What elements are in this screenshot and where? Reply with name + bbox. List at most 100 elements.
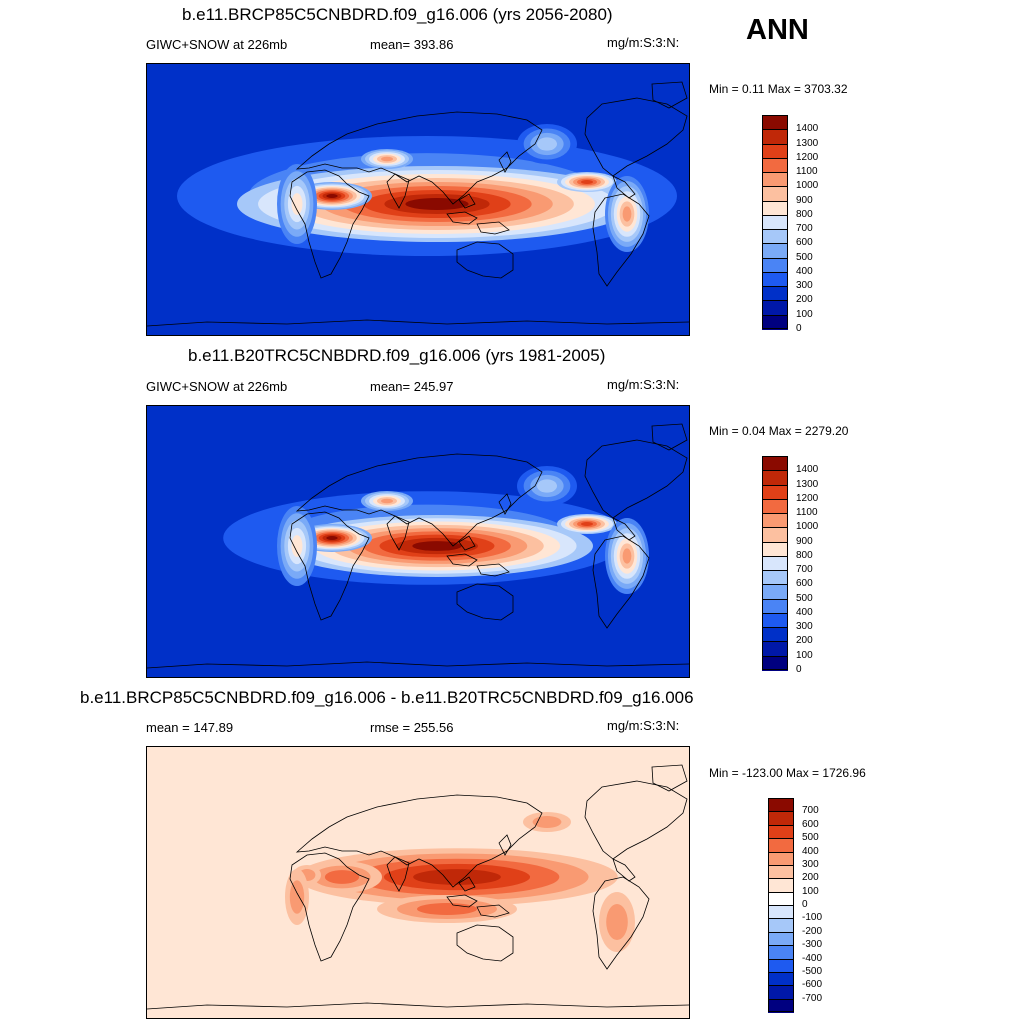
- colorbar-swatch: [762, 271, 788, 288]
- colorbar-level-label: 200: [796, 294, 813, 306]
- panel2-mean-label: mean= 245.97: [370, 379, 454, 394]
- colorbar-level-label: 600: [796, 237, 813, 249]
- colorbar-level-label: 200: [802, 872, 819, 884]
- colorbar-level-label: 1400: [796, 123, 819, 135]
- colorbar-swatch: [762, 513, 788, 529]
- panel1-variable-label: GIWC+SNOW at 226mb: [146, 37, 288, 52]
- colorbar-level-label: 1000: [796, 180, 819, 192]
- panel1-minmax-label: Min = 0.11 Max = 3703.32: [709, 82, 848, 96]
- panel3-map: [146, 746, 690, 1019]
- colorbar-swatch: [768, 918, 794, 933]
- panel2-minmax-label: Min = 0.04 Max = 2279.20: [709, 424, 849, 438]
- colorbar-level-label: 400: [802, 845, 819, 857]
- colorbar-swatch: [768, 891, 794, 906]
- colorbar-swatch: [762, 115, 788, 131]
- colorbar-swatch: [762, 527, 788, 543]
- colorbar-level-label: 300: [796, 621, 813, 633]
- colorbar-swatch: [762, 172, 788, 188]
- colorbar-swatch: [768, 931, 794, 947]
- colorbar-level-label: 800: [796, 549, 813, 561]
- colorbar-swatch: [762, 456, 788, 472]
- panel1-colorbar: [762, 115, 788, 330]
- colorbar-level-label: 500: [796, 592, 813, 604]
- colorbar-level-label: 1200: [796, 492, 819, 504]
- colorbar-swatch: [768, 905, 794, 920]
- colorbar-swatch: [762, 655, 788, 671]
- colorbar-level-label: -100: [802, 912, 823, 924]
- colorbar-level-label: -300: [802, 939, 823, 951]
- colorbar-level-label: 200: [796, 635, 813, 647]
- colorbar-level-label: 700: [802, 805, 819, 817]
- panel3-mean-label: mean = 147.89: [146, 720, 234, 735]
- colorbar-level-label: 500: [802, 832, 819, 844]
- colorbar-swatch: [762, 286, 788, 302]
- colorbar-swatch: [762, 598, 788, 614]
- colorbar-level-label: 1100: [796, 166, 818, 178]
- panel1-map: [146, 63, 690, 336]
- colorbar-swatch: [768, 838, 794, 853]
- colorbar-level-label: 600: [796, 578, 813, 590]
- panel1-title: b.e11.BRCP85C5CNBDRD.f09_g16.006 (yrs 20…: [182, 5, 613, 24]
- colorbar-level-label: -400: [802, 952, 823, 964]
- colorbar-level-label: 1300: [796, 137, 819, 149]
- colorbar-swatch: [762, 627, 788, 643]
- colorbar-swatch: [762, 257, 788, 273]
- colorbar-swatch: [768, 851, 794, 866]
- colorbar-level-label: 700: [796, 564, 813, 576]
- colorbar-level-label: 100: [802, 885, 819, 897]
- colorbar-level-label: 800: [796, 208, 813, 220]
- colorbar-level-label: 1300: [796, 478, 819, 490]
- colorbar-swatch: [762, 470, 788, 486]
- colorbar-swatch: [762, 484, 788, 500]
- colorbar-swatch: [762, 641, 788, 657]
- colorbar-swatch: [768, 998, 794, 1013]
- panel3-title: b.e11.BRCP85C5CNBDRD.f09_g16.006 - b.e11…: [80, 688, 694, 707]
- colorbar-level-label: 1000: [796, 521, 819, 533]
- panel3-colorbar: [768, 798, 794, 1013]
- panel3-minmax-label: Min = -123.00 Max = 1726.96: [709, 766, 866, 780]
- colorbar-swatch: [762, 584, 788, 600]
- colorbar-swatch: [762, 300, 788, 316]
- colorbar-swatch: [762, 555, 788, 572]
- colorbar-swatch: [768, 958, 794, 973]
- colorbar-swatch: [762, 186, 788, 202]
- panel2-variable-label: GIWC+SNOW at 226mb: [146, 379, 288, 394]
- panel3-rmse-label: rmse = 255.56: [370, 720, 454, 735]
- colorbar-level-label: 0: [802, 899, 808, 910]
- colorbar-swatch: [762, 129, 788, 145]
- colorbar-swatch: [762, 541, 788, 557]
- colorbar-swatch: [768, 971, 794, 987]
- panel2-title: b.e11.B20TRC5CNBDRD.f09_g16.006 (yrs 198…: [188, 346, 606, 365]
- colorbar-swatch: [762, 200, 788, 216]
- colorbar-level-label: -600: [802, 979, 823, 991]
- colorbar-swatch: [768, 864, 794, 880]
- colorbar-level-label: 1200: [796, 151, 819, 163]
- panel2-colorbar: [762, 456, 788, 671]
- colorbar-swatch: [762, 157, 788, 174]
- colorbar-level-label: 1400: [796, 464, 819, 476]
- panel1-units-label: mg/m:S:3:N:: [607, 35, 680, 50]
- colorbar-level-label: 0: [796, 664, 802, 675]
- colorbar-swatch: [768, 945, 794, 960]
- colorbar-level-label: 600: [802, 818, 819, 830]
- panel1-mean-label: mean= 393.86: [370, 37, 454, 52]
- colorbar-level-label: 100: [796, 308, 813, 320]
- panel3-units-label: mg/m:S:3:N:: [607, 718, 680, 733]
- colorbar-level-label: 500: [796, 251, 813, 263]
- colorbar-swatch: [762, 214, 788, 231]
- colorbar-swatch: [762, 612, 788, 629]
- colorbar-level-label: 100: [796, 649, 813, 661]
- colorbar-swatch: [768, 811, 794, 826]
- panel2-map: [146, 405, 690, 678]
- colorbar-swatch: [762, 570, 788, 586]
- colorbar-level-label: 700: [796, 223, 813, 235]
- colorbar-level-label: 300: [802, 858, 819, 870]
- season-label: ANN: [746, 14, 809, 46]
- colorbar-swatch: [768, 798, 794, 813]
- colorbar-level-label: 0: [796, 323, 802, 334]
- colorbar-level-label: 300: [796, 280, 813, 292]
- colorbar-swatch: [768, 985, 794, 1000]
- colorbar-level-label: 900: [796, 535, 813, 547]
- colorbar-swatch: [768, 824, 794, 840]
- colorbar-level-label: 400: [796, 265, 813, 277]
